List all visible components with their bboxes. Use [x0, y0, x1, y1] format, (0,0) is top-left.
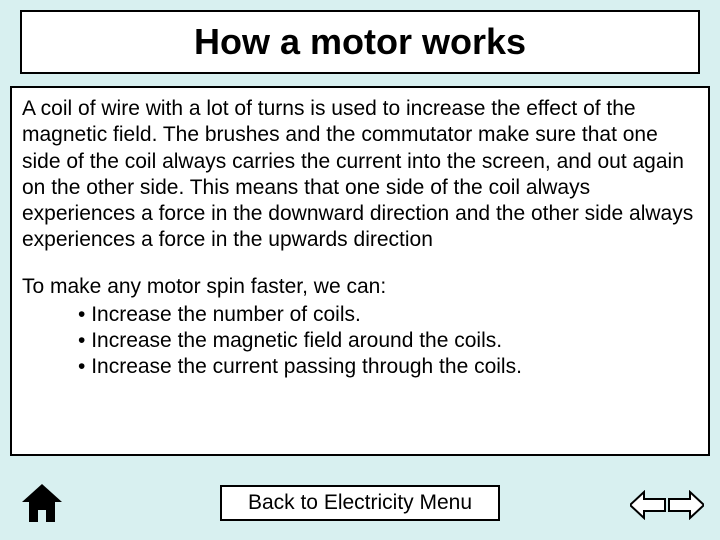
bullet-text: Increase the current passing through the…	[91, 355, 522, 378]
bullet-text: Increase the number of coils.	[91, 303, 361, 326]
list-item: • Increase the magnetic field around the…	[78, 328, 698, 354]
list-item: • Increase the current passing through t…	[78, 354, 698, 380]
back-link-label: Back to Electricity Menu	[248, 491, 472, 515]
bullet-list: • Increase the number of coils. • Increa…	[22, 302, 698, 381]
list-item: • Increase the number of coils.	[78, 302, 698, 328]
home-icon[interactable]	[18, 478, 66, 526]
paragraph-1: A coil of wire with a lot of turns is us…	[22, 96, 698, 254]
nav-arrows	[630, 490, 704, 520]
prev-arrow-button[interactable]	[630, 490, 666, 520]
page-title: How a motor works	[194, 21, 526, 63]
title-box: How a motor works	[20, 10, 700, 74]
content-box: A coil of wire with a lot of turns is us…	[10, 86, 710, 456]
bullet-text: Increase the magnetic field around the c…	[91, 329, 502, 352]
back-to-menu-button[interactable]: Back to Electricity Menu	[220, 485, 500, 521]
paragraph-2-intro: To make any motor spin faster, we can:	[22, 274, 698, 300]
next-arrow-button[interactable]	[668, 490, 704, 520]
